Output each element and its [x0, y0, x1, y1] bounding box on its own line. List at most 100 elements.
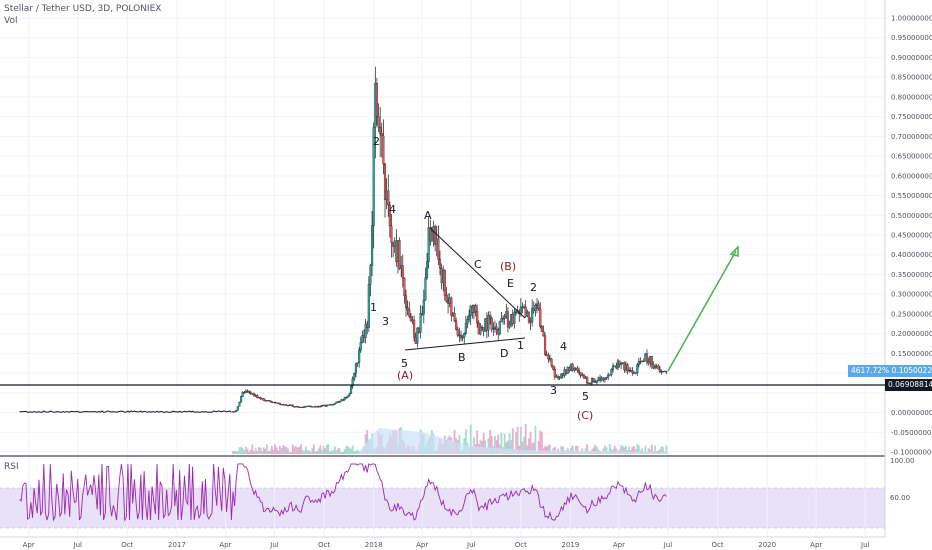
volume-bar — [241, 448, 244, 454]
wave-label-2[interactable]: 2 — [373, 135, 380, 148]
candle-body — [620, 363, 623, 365]
main-pane-background — [0, 0, 885, 455]
candle-body — [403, 278, 406, 296]
volume-bar — [262, 447, 265, 454]
candle-body — [578, 370, 581, 373]
volume-bar — [476, 430, 479, 454]
wave-label-4[interactable]: 4 — [389, 203, 396, 216]
volume-bar — [274, 444, 276, 454]
price-axis-tick: 0.60000000 — [891, 172, 932, 180]
candle-body — [236, 406, 239, 411]
candle-body — [595, 380, 598, 383]
wave-label-A[interactable]: A — [424, 209, 432, 222]
candle-body — [464, 323, 467, 334]
wave-label-1b[interactable]: 1 — [517, 339, 524, 352]
candle-body — [358, 349, 361, 363]
volume-bar — [329, 451, 331, 454]
candle-body — [437, 238, 440, 260]
wave-label-2b[interactable]: 2 — [530, 281, 537, 294]
rsi-axis[interactable]: 100.00 60.00 — [890, 457, 915, 502]
symbol-title[interactable]: Stellar / Tether USD, 3D, POLONIEX — [4, 4, 162, 14]
volume-bar — [508, 433, 511, 454]
candle-body — [348, 393, 351, 396]
wave-label-3[interactable]: 3 — [382, 315, 389, 328]
candle-body — [383, 163, 387, 200]
volume-bar — [528, 438, 530, 454]
triangle-upper-trendline[interactable] — [429, 227, 526, 319]
candle-body — [603, 377, 606, 380]
volume-bar — [240, 446, 242, 454]
candle-body — [534, 305, 537, 311]
volume-bar — [660, 446, 663, 454]
price-axis[interactable]: 1.00000000 0.95000000 0.90000000 0.85000000… — [891, 15, 932, 457]
wave-label-3b[interactable]: 3 — [550, 384, 557, 397]
volume-bar — [338, 448, 341, 454]
wave-label-C-paren[interactable]: (C) — [577, 409, 593, 422]
candle-body — [492, 328, 495, 330]
candle-body — [416, 327, 419, 344]
time-axis-tick: 2020 — [758, 541, 776, 549]
candle-body — [246, 390, 249, 392]
volume-bar — [304, 446, 307, 454]
forecast-arrow[interactable] — [667, 245, 739, 372]
price-axis-tick: 0.85000000 — [891, 74, 932, 82]
candle-body — [626, 364, 629, 372]
candle-body — [461, 337, 464, 339]
volume-legend[interactable]: Vol — [4, 16, 18, 26]
candle-body — [466, 319, 469, 324]
rsi-line-group — [19, 463, 667, 522]
volume-bar — [604, 445, 606, 454]
wave-label-A-paren[interactable]: (A) — [397, 369, 413, 382]
volume-bar — [287, 448, 289, 454]
wave-label-4b[interactable]: 4 — [560, 340, 567, 353]
wave-label-5[interactable]: 5 — [401, 357, 408, 370]
candle-body — [468, 315, 471, 320]
wave-label-C[interactable]: C — [474, 258, 482, 271]
volume-bar — [246, 448, 249, 454]
volume-bar — [553, 446, 556, 454]
candle-body — [371, 225, 374, 266]
wave-label-D[interactable]: D — [500, 347, 508, 360]
volume-bar — [534, 425, 537, 454]
triangle-drawing[interactable] — [404, 227, 526, 351]
time-axis-tick: Oct — [515, 541, 527, 549]
wave-label-1[interactable]: 1 — [370, 301, 377, 314]
price-axis-tick: 0.95000000 — [891, 34, 932, 42]
support-level-badge[interactable]: 0.06908814 — [885, 379, 932, 391]
volume-bar — [605, 447, 608, 454]
candle-body — [456, 329, 459, 336]
volume-bar — [576, 445, 579, 454]
volume-bar — [243, 450, 246, 454]
wave-label-5b[interactable]: 5 — [582, 390, 589, 403]
volume-bar — [539, 430, 542, 454]
candle-body — [657, 365, 660, 370]
candle-body — [658, 369, 661, 373]
volume-bar — [620, 445, 623, 454]
triangle-lower-trendline[interactable] — [404, 337, 526, 351]
candle-body — [540, 326, 543, 332]
wave-label-E[interactable]: E — [507, 277, 514, 290]
candle-body — [665, 371, 668, 373]
volume-bar — [516, 426, 519, 454]
candle-body — [434, 226, 437, 245]
time-axis[interactable]: Apr Jul Oct 2017 Apr Jul Oct 2018 Apr Jul Oct 2019 A… — [23, 541, 870, 549]
candle-body — [333, 402, 336, 405]
wave-label-B-paren[interactable]: (B) — [500, 260, 516, 273]
volume-bar — [277, 450, 280, 454]
volume-bar — [473, 437, 475, 454]
volume-bar — [595, 446, 598, 454]
candle-body — [427, 227, 430, 262]
candle-body — [547, 354, 550, 360]
wave-label-B[interactable]: B — [458, 351, 466, 364]
volume-bar — [637, 445, 640, 454]
candle-body — [631, 370, 634, 374]
candle-body — [248, 391, 251, 393]
candle-body — [503, 316, 506, 319]
price-line-early — [19, 410, 232, 413]
candle-body — [537, 303, 540, 309]
price-axis-tick: -0.10000000 — [891, 449, 932, 457]
candle-body — [269, 400, 272, 402]
rsi-legend[interactable]: RSI — [4, 462, 19, 472]
candle-body — [508, 324, 511, 328]
